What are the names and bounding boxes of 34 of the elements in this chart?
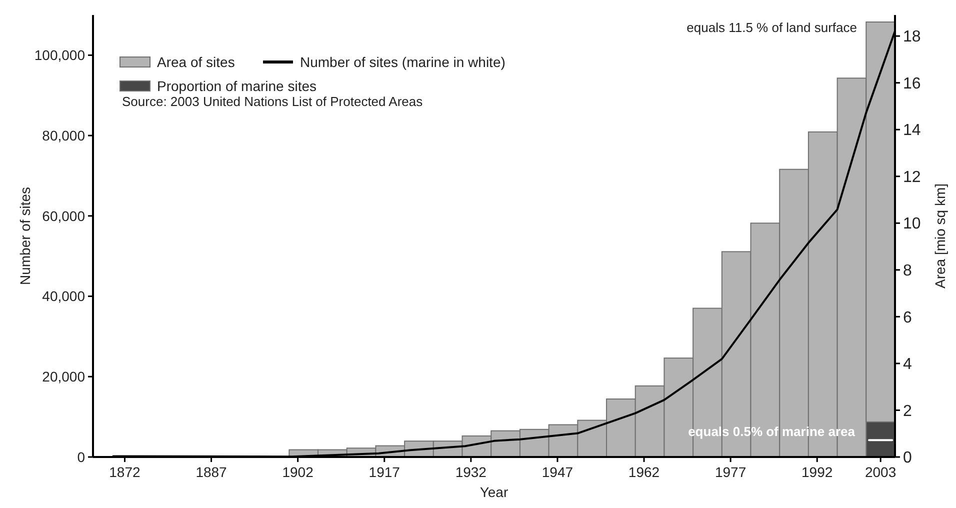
y2-tick-label: 0 bbox=[903, 450, 912, 467]
x-axis-title: Year bbox=[480, 484, 508, 500]
x-tick-label: 1872 bbox=[109, 464, 141, 480]
y2-tick-label: 18 bbox=[903, 28, 921, 46]
x-tick-label: 1887 bbox=[196, 464, 228, 480]
y-tick-label: 100,000 bbox=[34, 47, 86, 64]
x-tick-label: 1992 bbox=[802, 464, 833, 480]
x-tick-label: 1902 bbox=[282, 464, 314, 480]
y2-tick-label: 8 bbox=[903, 262, 912, 280]
y-tick-label: 20,000 bbox=[42, 368, 86, 385]
annotation: equals 11.5 % of land surface bbox=[686, 20, 857, 35]
annotation: Source: 2003 United Nations List of Protected Areas bbox=[122, 94, 424, 109]
y2-tick-label: 6 bbox=[903, 309, 912, 326]
legend-label: Area of sites bbox=[157, 54, 235, 70]
y-axis-title: Number of sites bbox=[17, 186, 33, 286]
y2-tick-label: 4 bbox=[903, 356, 912, 374]
y2-tick-label: 10 bbox=[903, 216, 921, 233]
y2-axis-title: Area [mio sq km] bbox=[932, 183, 948, 289]
y-tick-label: 40,000 bbox=[42, 288, 86, 304]
x-tick-label: 1962 bbox=[628, 464, 660, 480]
y-tick-label: 60,000 bbox=[42, 208, 86, 224]
x-tick-label: 1917 bbox=[368, 464, 400, 480]
y-tick-label: 80,000 bbox=[42, 127, 86, 144]
y2-tick-label: 16 bbox=[903, 75, 921, 92]
y2-tick-label: 12 bbox=[903, 168, 921, 186]
x-tick-label: 1977 bbox=[714, 464, 746, 480]
y-tick-label: 0 bbox=[77, 448, 86, 465]
x-tick-label: 1947 bbox=[542, 464, 574, 480]
legend-label: Number of sites (marine in white) bbox=[300, 54, 506, 70]
x-tick-label: 2003 bbox=[864, 464, 896, 480]
x-tick-label: 1932 bbox=[455, 464, 487, 480]
y2-tick-label: 2 bbox=[903, 402, 912, 420]
legend-label: Proportion of marine sites bbox=[157, 78, 317, 94]
y2-tick-label: 14 bbox=[903, 122, 921, 140]
